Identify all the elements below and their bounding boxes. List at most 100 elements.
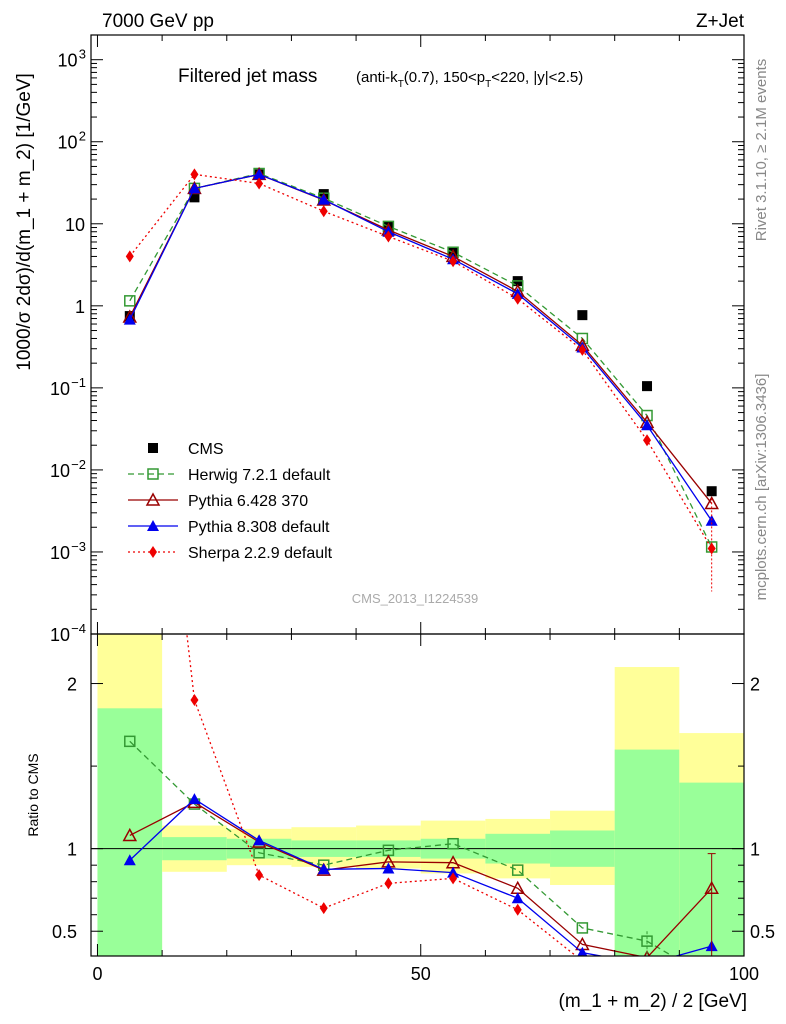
chart-title: Filtered jet mass xyxy=(178,66,317,87)
x-axis-label: (m_1 + m_2) / 2 [GeV] xyxy=(559,991,748,1012)
header-left: 7000 GeV pp xyxy=(102,11,214,32)
point-pythia-8-308-default xyxy=(123,313,136,325)
ytick-label: 10 xyxy=(57,51,77,71)
point-cms xyxy=(706,486,717,497)
point-sherpa-2-2-9-default xyxy=(513,292,522,305)
ratio-point-pythia-8-308-default xyxy=(382,862,395,874)
header-right: Z+Jet xyxy=(696,11,745,32)
line-pythia-8-308-default xyxy=(129,173,713,522)
point-pythia-6-428-370 xyxy=(704,495,719,510)
ytick-label: 10 xyxy=(50,379,70,399)
legend-marker-pythia-8-308-default xyxy=(147,520,159,531)
ratio-point-pythia-8-308-default xyxy=(511,892,524,904)
point-sherpa-2-2-9-default xyxy=(384,230,393,243)
point-cms xyxy=(642,381,653,392)
y-axis-label-ratio: Ratio to CMS xyxy=(25,753,41,836)
ratio-line-herwig-7-2-1-default xyxy=(129,740,674,956)
point-cms xyxy=(577,310,588,321)
ratio-point-pythia-8-308-default xyxy=(577,946,588,956)
legend-label-pythia-6-428-370: Pythia 6.428 370 xyxy=(188,493,308,510)
side-rivet-label: Rivet 3.1.10, ≥ 2.1M events xyxy=(753,59,770,242)
ratio-point-pythia-8-308-default xyxy=(641,958,653,969)
ratio-point-sherpa-2-2-9-default xyxy=(449,872,458,885)
ratio-point-herwig-7-2-1-default xyxy=(576,922,589,934)
legend-label-sherpa-2-2-9-default: Sherpa 2.2.9 default xyxy=(188,545,333,562)
point-pythia-8-308-default xyxy=(188,182,201,194)
band-green xyxy=(97,708,163,956)
ratio-ytick-label-right: 1 xyxy=(750,840,760,860)
point-pythia-8-308-default xyxy=(641,419,654,431)
y-axis-label-main: 1000/σ 2dσ)/d(m_1 + m_2) [1/GeV] xyxy=(14,73,35,371)
ratio-point-pythia-8-308-default xyxy=(253,834,266,846)
chart-title-group: Filtered jet mass (anti-kT(0.7), 150<pT<… xyxy=(178,66,583,90)
point-herwig-7-2-1-default xyxy=(124,295,136,307)
ratio-point-pythia-6-428-370 xyxy=(122,827,138,842)
ratio-ytick-label: 1 xyxy=(67,840,77,860)
ratio-point-sherpa-2-2-9-default xyxy=(581,954,584,956)
point-sherpa-2-2-9-default xyxy=(319,205,328,218)
ratio-point-pythia-8-308-default xyxy=(317,863,330,875)
ratio-point-sherpa-2-2-9-default xyxy=(708,975,716,987)
ratio-line-pythia-8-308-default xyxy=(129,798,712,956)
ratio-point-sherpa-2-2-9-default xyxy=(255,869,264,882)
ratio-point-herwig-7-2-1-default xyxy=(124,735,136,748)
ratio-ytick-label-right: 2 xyxy=(750,675,760,695)
ratio-point-pythia-8-308-default xyxy=(188,793,201,805)
ratio-point-sherpa-2-2-9-default xyxy=(126,133,134,145)
point-sherpa-2-2-9-default xyxy=(255,177,264,190)
chart-subtitle: (anti-kT(0.7), 150<pT<220, |y|<2.5) xyxy=(356,69,583,90)
ratio-point-sherpa-2-2-9-default xyxy=(513,903,522,916)
line-herwig-7-2-1-default xyxy=(129,172,713,548)
ratio-frame xyxy=(90,633,745,957)
point-sherpa-2-2-9-default xyxy=(125,250,134,263)
xtick-label: 100 xyxy=(729,964,759,984)
point-sherpa-2-2-9-default xyxy=(578,343,587,356)
point-pythia-8-308-default xyxy=(253,168,266,180)
ratio-point-herwig-7-2-1-default xyxy=(447,837,459,850)
ytick-exponent: −4 xyxy=(71,621,86,636)
ytick-exponent: −1 xyxy=(71,375,86,390)
ytick-exponent: −2 xyxy=(71,457,86,472)
legend-label-herwig-7-2-1-default: Herwig 7.2.1 default xyxy=(188,467,331,484)
band-green xyxy=(614,749,680,956)
legend-label-cms: CMS xyxy=(188,441,224,458)
point-sherpa-2-2-9-default xyxy=(643,434,652,447)
ratio-ytick-label: 2 xyxy=(67,675,77,695)
ytick-exponent: 2 xyxy=(79,129,86,144)
ratio-point-pythia-8-308-default xyxy=(123,854,136,866)
point-sherpa-2-2-9-default xyxy=(449,255,458,268)
point-sherpa-2-2-9-default xyxy=(707,542,716,555)
ytick-label: 10 xyxy=(65,215,85,235)
xtick-label: 50 xyxy=(411,964,431,984)
xtick-label: 0 xyxy=(92,964,102,984)
ytick-exponent: 3 xyxy=(79,47,86,62)
legend-marker-sherpa-2-2-9-default xyxy=(149,546,157,558)
ratio-ytick-label-right: 0.5 xyxy=(750,922,775,942)
ratio-point-herwig-7-2-1-default xyxy=(641,935,653,947)
point-pythia-8-308-default xyxy=(317,193,330,205)
ratio-line-sherpa-2-2-9-default xyxy=(186,634,578,956)
side-mcplots-label: mcplots.cern.ch [arXiv:1306.3436] xyxy=(753,374,770,601)
ytick-label: 10 xyxy=(50,625,70,645)
line-sherpa-2-2-9-default xyxy=(129,173,713,549)
ratio-ytick-label: 0.5 xyxy=(52,922,77,942)
legend-label-pythia-8-308-default: Pythia 8.308 default xyxy=(188,519,330,536)
ratio-point-sherpa-2-2-9-default xyxy=(319,902,328,915)
legend-marker-pythia-6-428-370 xyxy=(145,492,161,506)
ytick-label: 1 xyxy=(75,297,85,317)
ratio-point-sherpa-2-2-9-default xyxy=(190,694,199,707)
ratio-point-pythia-8-308-default xyxy=(447,866,460,878)
ratio-point-herwig-7-2-1-default xyxy=(511,864,524,876)
legend-marker-herwig-7-2-1-default xyxy=(147,468,159,480)
point-sherpa-2-2-9-default xyxy=(190,168,199,181)
point-cms xyxy=(189,192,200,203)
ytick-label: 10 xyxy=(50,543,70,563)
ratio-point-sherpa-2-2-9-default xyxy=(384,877,393,890)
legend-marker-cms xyxy=(148,443,158,453)
ytick-exponent: −3 xyxy=(71,539,86,554)
ratio-point-herwig-7-2-1-default xyxy=(707,974,717,984)
watermark: CMS_2013_I1224539 xyxy=(352,591,479,606)
ratio-point-sherpa-2-2-9-default xyxy=(643,971,651,983)
ytick-label: 10 xyxy=(57,133,77,153)
